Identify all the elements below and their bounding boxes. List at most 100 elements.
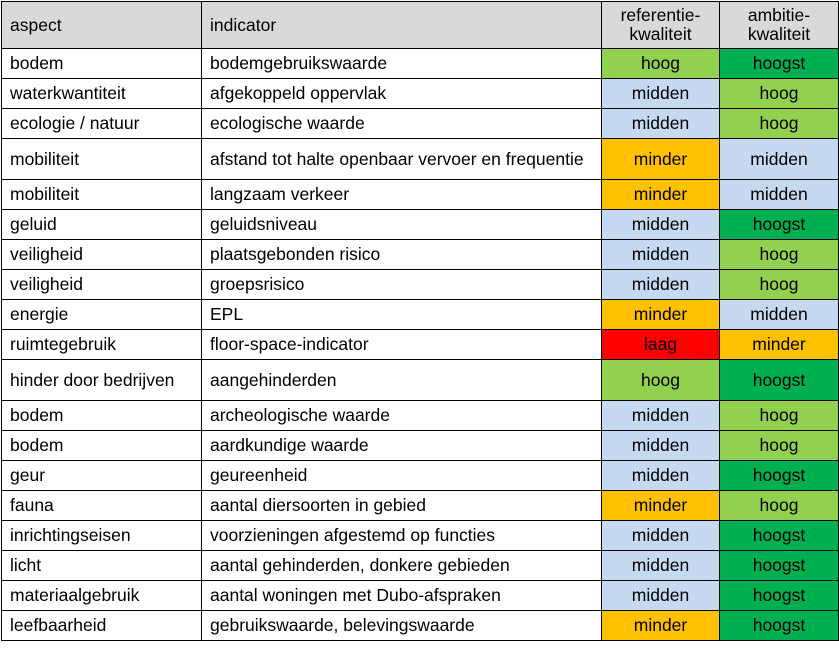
cell-ambitie: hoog (719, 269, 839, 300)
cell-aspect: geluid (1, 209, 202, 240)
cell-ambitie: hoogst (719, 460, 839, 491)
cell-aspect: inrichtingseisen (1, 520, 202, 551)
cell-ambitie: hoogst (719, 580, 839, 611)
cell-ambitie: hoog (719, 108, 839, 139)
table-row: energie EPL minder midden (1, 299, 839, 330)
cell-referentie: midden (601, 550, 720, 581)
cell-ambitie: midden (719, 138, 839, 180)
cell-referentie: midden (601, 460, 720, 491)
cell-referentie: midden (601, 400, 720, 431)
table-row: fauna aantal diersoorten in gebied minde… (1, 490, 839, 521)
table-row: veiligheid groepsrisico midden hoog (1, 269, 839, 300)
cell-aspect: waterkwantiteit (1, 78, 202, 109)
cell-referentie: midden (601, 209, 720, 240)
cell-referentie: midden (601, 580, 720, 611)
cell-referentie: hoog (601, 48, 720, 79)
cell-referentie: minder (601, 138, 720, 180)
table-row: bodem bodemgebruikswaarde hoog hoogst (1, 48, 839, 79)
table-row: hinder door bedrijven aangehinderden hoo… (1, 359, 839, 401)
table-row: veiligheid plaatsgebonden risico midden … (1, 239, 839, 270)
cell-ambitie: hoog (719, 239, 839, 270)
cell-ambitie: midden (719, 299, 839, 330)
cell-aspect: veiligheid (1, 269, 202, 300)
cell-referentie: midden (601, 520, 720, 551)
cell-ambitie: hoogst (719, 550, 839, 581)
cell-aspect: mobiliteit (1, 138, 202, 180)
cell-indicator: EPL (201, 299, 602, 330)
header-ambitie: ambitie- kwaliteit (719, 1, 839, 49)
cell-aspect: bodem (1, 48, 202, 79)
cell-referentie: minder (601, 610, 720, 641)
cell-aspect: bodem (1, 400, 202, 431)
cell-indicator: gebruikswaarde, belevingswaarde (201, 610, 602, 641)
cell-referentie: minder (601, 299, 720, 330)
header-aspect: aspect (1, 1, 202, 49)
table-row: geur geureenheid midden hoogst (1, 460, 839, 491)
header-ambitie-line1: ambitie- (747, 5, 811, 25)
cell-indicator: aantal gehinderden, donkere gebieden (201, 550, 602, 581)
cell-aspect: ruimtegebruik (1, 329, 202, 360)
cell-aspect: geur (1, 460, 202, 491)
table-row: leefbaarheid gebruikswaarde, belevingswa… (1, 610, 839, 641)
cell-indicator: aangehinderden (201, 359, 602, 401)
cell-ambitie: hoog (719, 430, 839, 461)
table-body: bodem bodemgebruikswaarde hoog hoogst wa… (1, 48, 839, 641)
cell-ambitie: minder (719, 329, 839, 360)
cell-ambitie: midden (719, 179, 839, 210)
cell-referentie: minder (601, 179, 720, 210)
cell-indicator: aardkundige waarde (201, 430, 602, 461)
cell-ambitie: hoogst (719, 209, 839, 240)
cell-aspect: mobiliteit (1, 179, 202, 210)
cell-indicator: floor-space-indicator (201, 329, 602, 360)
cell-referentie: laag (601, 329, 720, 360)
cell-referentie: midden (601, 78, 720, 109)
cell-aspect: ecologie / natuur (1, 108, 202, 139)
cell-aspect: licht (1, 550, 202, 581)
cell-aspect: veiligheid (1, 239, 202, 270)
cell-ambitie: hoogst (719, 610, 839, 641)
cell-indicator: afgekoppeld oppervlak (201, 78, 602, 109)
cell-indicator: groepsrisico (201, 269, 602, 300)
cell-indicator: afstand tot halte openbaar vervoer en fr… (201, 138, 602, 180)
cell-indicator: langzaam verkeer (201, 179, 602, 210)
header-indicator: indicator (201, 1, 602, 49)
cell-referentie: midden (601, 239, 720, 270)
cell-aspect: fauna (1, 490, 202, 521)
table-row: ruimtegebruik floor-space-indicator laag… (1, 329, 839, 360)
cell-indicator: geureenheid (201, 460, 602, 491)
cell-aspect: materiaalgebruik (1, 580, 202, 611)
cell-referentie: minder (601, 490, 720, 521)
cell-referentie: hoog (601, 359, 720, 401)
cell-ambitie: hoog (719, 490, 839, 521)
header-ambitie-line2: kwaliteit (747, 24, 811, 44)
table-row: bodem aardkundige waarde midden hoog (1, 430, 839, 461)
table-row: mobiliteit afstand tot halte openbaar ve… (1, 138, 839, 180)
cell-indicator: archeologische waarde (201, 400, 602, 431)
cell-indicator: voorzieningen afgestemd op functies (201, 520, 602, 551)
header-row: aspect indicator referentie- kwaliteit a… (1, 1, 839, 49)
cell-indicator: geluidsniveau (201, 209, 602, 240)
cell-indicator: aantal diersoorten in gebied (201, 490, 602, 521)
table-row: mobiliteit langzaam verkeer minder midde… (1, 179, 839, 210)
table-row: licht aantal gehinderden, donkere gebied… (1, 550, 839, 581)
cell-ambitie: hoogst (719, 520, 839, 551)
table-row: waterkwantiteit afgekoppeld oppervlak mi… (1, 78, 839, 109)
table-row: bodem archeologische waarde midden hoog (1, 400, 839, 431)
cell-indicator: bodemgebruikswaarde (201, 48, 602, 79)
table-row: geluid geluidsniveau midden hoogst (1, 209, 839, 240)
quality-table: aspect indicator referentie- kwaliteit a… (1, 1, 839, 641)
header-referentie: referentie- kwaliteit (601, 1, 720, 49)
cell-ambitie: hoogst (719, 48, 839, 79)
cell-ambitie: hoogst (719, 359, 839, 401)
header-referentie-line2: kwaliteit (629, 24, 692, 44)
cell-indicator: aantal woningen met Dubo-afspraken (201, 580, 602, 611)
cell-indicator: ecologische waarde (201, 108, 602, 139)
cell-ambitie: hoog (719, 78, 839, 109)
table-row: materiaalgebruik aantal woningen met Dub… (1, 580, 839, 611)
cell-aspect: energie (1, 299, 202, 330)
cell-indicator: plaatsgebonden risico (201, 239, 602, 270)
cell-ambitie: hoog (719, 400, 839, 431)
header-referentie-line1: referentie- (620, 5, 701, 25)
cell-aspect: leefbaarheid (1, 610, 202, 641)
cell-aspect: bodem (1, 430, 202, 461)
